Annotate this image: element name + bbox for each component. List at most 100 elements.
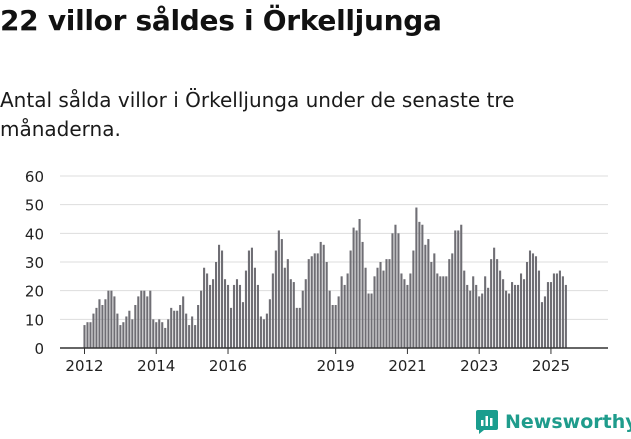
bar xyxy=(176,310,179,348)
bar xyxy=(540,302,544,348)
bar xyxy=(194,325,197,348)
bar xyxy=(442,276,445,348)
x-tick-label: 2016 xyxy=(209,357,247,375)
bar xyxy=(331,305,334,348)
bar xyxy=(430,262,433,348)
y-tick-label: 60 xyxy=(25,168,44,186)
bar xyxy=(361,241,364,348)
bar xyxy=(226,284,230,348)
bar xyxy=(391,233,394,348)
bar xyxy=(379,262,382,348)
bar xyxy=(292,282,295,348)
bar xyxy=(161,322,164,348)
bar xyxy=(253,267,256,348)
bar xyxy=(134,305,137,348)
bar xyxy=(352,227,355,348)
bar xyxy=(490,259,493,348)
bar xyxy=(304,279,307,348)
bar xyxy=(552,273,555,348)
bar xyxy=(229,307,233,348)
bar xyxy=(546,282,549,348)
bar xyxy=(517,284,520,348)
bar xyxy=(238,284,242,348)
bar xyxy=(334,305,337,348)
bar xyxy=(149,290,152,348)
bar xyxy=(215,262,218,348)
bar xyxy=(104,299,107,348)
x-tick-label: 2023 xyxy=(460,357,498,375)
bar xyxy=(212,279,215,348)
bar xyxy=(433,253,436,348)
bar xyxy=(439,276,442,348)
x-tick-label: 2014 xyxy=(137,357,175,375)
bar xyxy=(122,322,125,348)
bar xyxy=(119,325,122,348)
bar xyxy=(472,276,475,348)
bar xyxy=(346,273,349,348)
bar xyxy=(319,241,322,348)
bar xyxy=(259,316,262,348)
bar xyxy=(155,322,158,348)
highlight-value-label: 22 xyxy=(567,160,586,164)
bar xyxy=(146,296,149,348)
bar xyxy=(525,262,529,348)
bar xyxy=(179,305,182,348)
bar xyxy=(200,290,203,348)
bar xyxy=(325,262,328,348)
bar xyxy=(143,290,146,348)
bar xyxy=(463,270,466,348)
bar xyxy=(564,284,567,348)
bar xyxy=(86,322,89,348)
bar xyxy=(140,290,143,348)
bar xyxy=(188,325,191,348)
y-tick-label: 40 xyxy=(25,225,44,243)
bar xyxy=(400,273,403,348)
bar xyxy=(364,267,367,348)
bar xyxy=(131,319,134,348)
bar xyxy=(280,239,283,348)
bar xyxy=(475,284,478,348)
bar xyxy=(531,253,535,348)
bar xyxy=(125,316,128,348)
bar xyxy=(406,284,409,348)
bar xyxy=(355,230,358,348)
bar xyxy=(376,267,379,348)
bar xyxy=(277,230,280,348)
bar xyxy=(481,293,484,348)
bar xyxy=(487,287,490,348)
bar xyxy=(152,319,155,348)
bar xyxy=(98,299,101,348)
bar xyxy=(232,284,236,348)
bar xyxy=(262,319,265,348)
bar xyxy=(113,296,116,348)
bar xyxy=(370,293,373,348)
bar xyxy=(283,267,286,348)
bar xyxy=(558,270,561,348)
bar xyxy=(313,253,316,348)
bar xyxy=(382,270,385,348)
bar xyxy=(358,219,361,348)
bar xyxy=(173,310,176,348)
bar xyxy=(448,259,451,348)
bar xyxy=(265,313,268,348)
bar xyxy=(424,244,427,348)
bar xyxy=(397,233,400,348)
bar xyxy=(209,284,212,348)
y-tick-label: 50 xyxy=(25,197,44,215)
bar xyxy=(89,322,92,348)
bar-chart: 0 10 20 30 40 50 60 2012 2014 2016 2019 2021 2023 202… xyxy=(25,160,608,375)
x-tick-label: 2025 xyxy=(532,357,570,375)
bar xyxy=(295,307,298,348)
bar xyxy=(298,307,301,348)
bar xyxy=(484,276,487,348)
bar xyxy=(241,302,245,348)
bar xyxy=(203,267,206,348)
bar xyxy=(310,256,313,348)
bar xyxy=(549,282,552,348)
chart-title: 22 villor såldes i Örkelljunga xyxy=(0,4,442,37)
bar xyxy=(223,279,227,348)
bar xyxy=(412,250,415,348)
bar xyxy=(286,259,289,348)
bar xyxy=(158,319,161,348)
brand-name: Newsworthy xyxy=(505,411,631,433)
